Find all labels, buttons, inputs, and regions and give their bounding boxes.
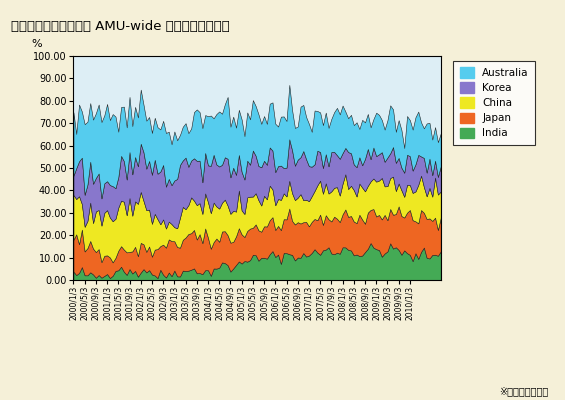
Text: ※著者による算出: ※著者による算出 [499, 386, 548, 396]
Text: 図表４　加重平均した AMU-wide 乖離指標の寄与度: 図表４ 加重平均した AMU-wide 乖離指標の寄与度 [11, 20, 230, 33]
Y-axis label: %: % [32, 39, 42, 49]
Legend: Australia, Korea, China, Japan, India: Australia, Korea, China, Japan, India [453, 61, 535, 145]
